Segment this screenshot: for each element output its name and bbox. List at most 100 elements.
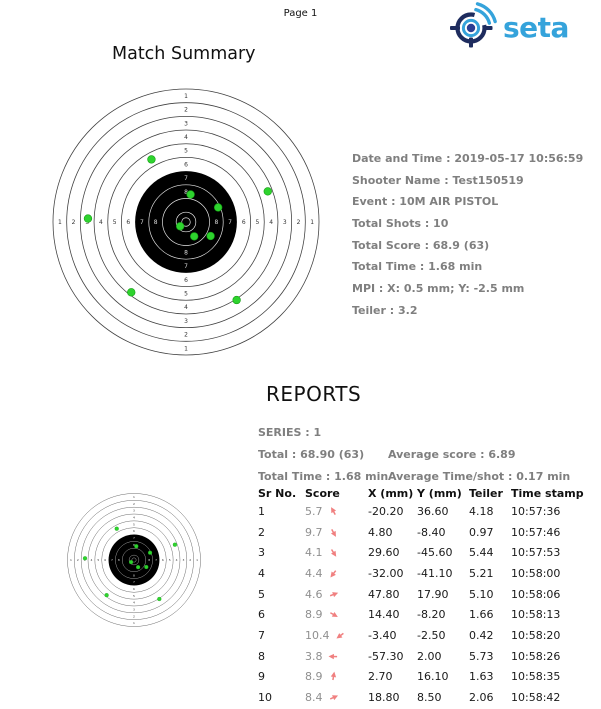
ring-number-label: 7 [133,536,135,540]
shot-sr: 8 [258,649,265,663]
shot-teiler: 5.21 [469,566,494,580]
series-totals-line: Total : 68.90 (63) Average score : 6.89 [258,448,601,461]
ring-number-label: 3 [133,607,135,611]
info-line-event: Event : 10M AIR PISTOL [352,195,499,209]
shot-score: 4.6 [305,588,368,601]
shot-table-header-row: Sr No. Score X (mm) Y (mm) Teiler Time stamp [258,486,601,501]
shot-y: 2.00 [417,649,442,663]
shot-table-body: 1 5.7 -20.20 36.60 4.18 10:57:36 2 9.7 4.80 -8.40… [258,501,601,708]
ring-number-label: 4 [176,558,178,562]
page-number: Page 1 [283,8,318,19]
series-total: Total : 68.90 (63) [258,448,365,461]
shot-row: 6 8.9 14.40 -8.20 1.66 10:58:13 [258,604,601,625]
shot-marker [83,214,93,223]
shot-direction-arrow-icon [329,591,338,597]
shot-direction-arrow-icon [330,671,336,681]
shot-direction-arrow-icon [328,653,337,659]
shot-x: -32.00 [368,566,404,580]
ring-number-label: 8 [214,219,218,226]
shot-marker [129,560,134,565]
shot-score: 8.4 [305,691,368,704]
shot-marker [206,231,215,241]
shot-score: 8.9 [305,608,368,621]
shot-sr: 3 [258,546,265,560]
ring-number-label: 5 [184,291,188,298]
ring-number-label: 4 [269,219,273,226]
ring-number-label: 2 [133,614,135,618]
ring-number-label: 5 [113,219,117,226]
shot-y: -45.60 [417,546,453,560]
shot-time: 10:57:53 [511,546,561,560]
series-target-diagram: 11112222333344445555666677778888 [66,492,202,628]
shot-sr: 7 [258,628,265,642]
shot-row: 10 8.4 18.80 8.50 2.06 10:58:42 [258,687,601,708]
info-line-teiler: Teiler : 3.2 [352,303,418,317]
shot-direction-arrow-icon [335,632,344,639]
column-header: Time stamp [511,487,584,500]
shot-marker [263,187,272,196]
shot-teiler: 4.18 [469,504,494,518]
match-target-diagram: 11112222333344445555666677778888 [50,86,322,358]
info-line-date-and-time: Date and Time : 2019-05-17 10:56:59 [352,152,584,165]
shot-time: 10:58:26 [511,649,561,663]
seta-logo: seta [446,2,569,52]
shot-marker [114,526,119,531]
shot-marker [232,295,241,305]
shot-row: 3 4.1 29.60 -45.60 5.44 10:57:53 [258,542,601,563]
page-title: Match Summary [112,44,256,64]
ring-number-label: 1 [70,558,72,562]
shot-teiler: 0.97 [469,525,494,539]
ring-number-label: 8 [184,250,188,257]
ring-number-label: 3 [184,120,188,127]
target-black-zone [108,534,160,586]
ring-number-label: 2 [184,332,188,339]
shot-direction-arrow-icon [330,528,336,537]
shot-sr: 10 [258,691,272,705]
ring-number-label: 1 [310,219,314,226]
shot-teiler: 2.06 [469,691,494,705]
shot-row: 7 10.4 -3.40 -2.50 0.42 10:58:20 [258,625,601,646]
seta-brand-text: seta [503,11,569,44]
shot-x: 47.80 [368,587,400,601]
ring-number-label: 6 [184,277,188,284]
ring-number-label: 4 [133,601,135,605]
shot-score: 5.7 [305,505,368,518]
info-line-mpi: MPI : X: 0.5 mm; Y: -2.5 mm [352,282,525,296]
ring-number-label: 1 [133,495,135,499]
shot-row: 1 5.7 -20.20 36.60 4.18 10:57:36 [258,501,601,522]
shot-x: 14.40 [368,608,400,622]
shot-y: -8.20 [417,608,446,622]
ring-number-label: 3 [133,509,135,513]
shot-time: 10:57:46 [511,525,561,539]
ring-number-label: 2 [297,219,301,226]
shot-score: 4.1 [305,546,368,559]
shot-marker [176,222,185,231]
series-time-line: Total Time : 1.68 min Average Time/shot … [258,470,601,483]
shot-marker [144,564,149,570]
shot-direction-arrow-icon [329,695,338,701]
shot-marker [136,565,141,570]
ring-number-label: 6 [133,587,135,591]
shot-y: -8.40 [417,525,446,539]
ring-number-label: 8 [154,219,158,226]
ring-number-label: 8 [118,558,120,562]
shot-time: 10:58:42 [511,691,561,705]
shot-row: 8 3.8 -57.30 2.00 5.73 10:58:26 [258,646,601,667]
ring-number-label: 6 [184,161,188,168]
shot-time: 10:58:20 [511,628,561,642]
shot-marker [186,190,195,199]
shot-teiler: 1.63 [469,670,494,684]
ring-number-label: 5 [169,558,171,562]
ring-number-label: 4 [184,134,188,141]
series-total-time: Total Time : 1.68 min [258,470,389,483]
shot-marker [148,550,153,555]
shot-y: 17.90 [417,587,449,601]
shot-marker [172,542,177,547]
ring-number-label: 8 [133,573,135,577]
info-line-total-time: Total Time : 1.68 min [352,260,483,274]
seta-target-icon [450,2,497,48]
ring-number-label: 2 [72,219,76,226]
target-face: 11112222333344445555666677778888 [67,493,201,627]
column-header: Y (mm) [417,487,462,500]
